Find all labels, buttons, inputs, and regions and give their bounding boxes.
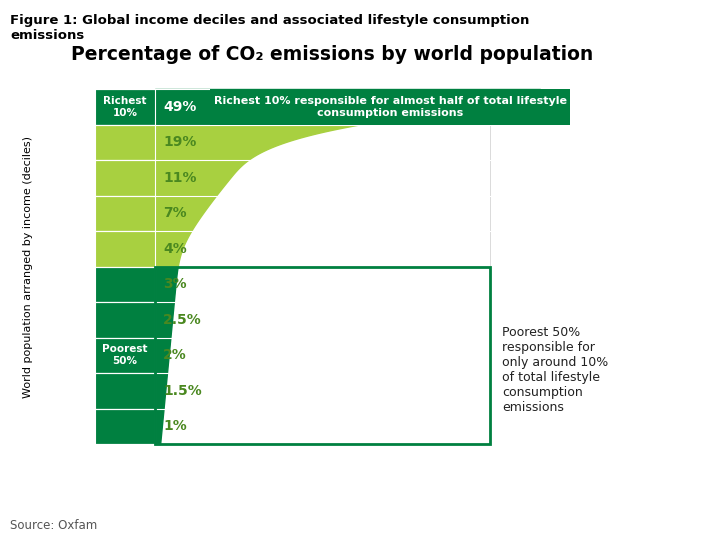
Text: 3%: 3%: [163, 277, 187, 291]
Bar: [95, 409, 155, 444]
Bar: [95, 125, 155, 160]
Bar: [95, 160, 155, 195]
Text: 4%: 4%: [163, 242, 187, 256]
Bar: [95, 302, 155, 337]
Bar: [95, 231, 155, 267]
Text: 1%: 1%: [163, 419, 187, 433]
Bar: [95, 337, 155, 373]
Text: Figure 1: Global income deciles and associated lifestyle consumption
emissions: Figure 1: Global income deciles and asso…: [10, 14, 529, 42]
Bar: [155, 267, 490, 444]
Bar: [155, 231, 490, 267]
Bar: [95, 373, 155, 409]
Text: Source: Oxfam: Source: Oxfam: [10, 519, 97, 532]
Text: Poorest 50%
responsible for
only around 10%
of total lifestyle
consumption
emiss: Poorest 50% responsible for only around …: [502, 326, 608, 414]
Bar: [95, 195, 155, 231]
Text: 19%: 19%: [163, 135, 197, 149]
Text: Percentage of CO₂ emissions by world population: Percentage of CO₂ emissions by world pop…: [71, 45, 594, 64]
Text: World population arranged by income (deciles): World population arranged by income (dec…: [23, 135, 33, 398]
Bar: [95, 195, 155, 231]
Bar: [95, 373, 155, 409]
Bar: [95, 89, 155, 125]
Bar: [95, 89, 155, 125]
Bar: [155, 267, 490, 302]
Bar: [95, 267, 155, 302]
Bar: [155, 195, 490, 231]
Bar: [95, 337, 155, 373]
Bar: [95, 125, 155, 160]
Text: Richest
10%: Richest 10%: [103, 96, 146, 118]
Bar: [210, 89, 570, 125]
Bar: [155, 125, 490, 160]
Text: 1.5%: 1.5%: [163, 384, 202, 398]
Bar: [155, 373, 490, 409]
Bar: [95, 409, 155, 444]
Bar: [155, 89, 490, 125]
Text: 2%: 2%: [163, 348, 187, 362]
Bar: [155, 302, 490, 337]
Bar: [155, 337, 490, 373]
Text: 11%: 11%: [163, 171, 197, 185]
Text: 49%: 49%: [163, 100, 197, 114]
Text: Poorest
50%: Poorest 50%: [102, 344, 148, 366]
Text: Richest 10% responsible for almost half of total lifestyle
consumption emissions: Richest 10% responsible for almost half …: [213, 96, 567, 118]
Bar: [95, 302, 155, 337]
Bar: [155, 409, 490, 444]
Text: 7%: 7%: [163, 206, 187, 220]
Bar: [155, 160, 490, 195]
Bar: [95, 231, 155, 267]
Bar: [95, 267, 155, 302]
Text: 2.5%: 2.5%: [163, 313, 202, 327]
Bar: [95, 160, 155, 195]
